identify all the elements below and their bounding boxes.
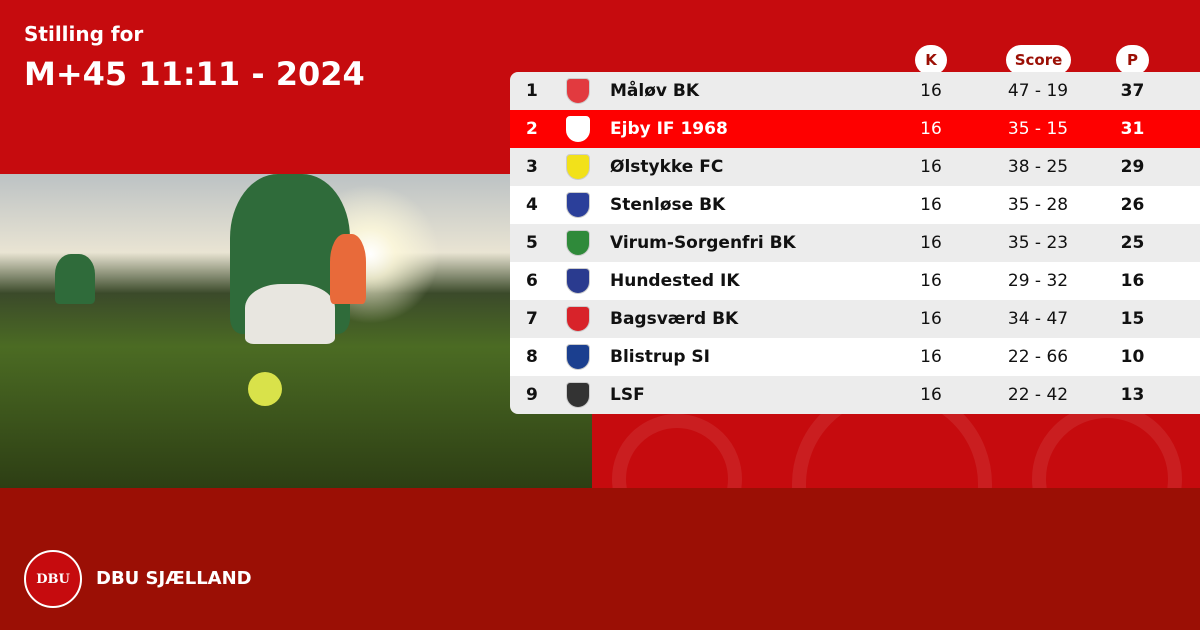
team-name: LSF: [610, 385, 645, 405]
points: 15: [1120, 309, 1145, 329]
standings-table: 1 Måløv BK 16 47 - 19 37 2 Ejby IF 1968 1…: [510, 72, 1200, 414]
goal-score: 29 - 32: [1007, 271, 1069, 291]
matches-played: 16: [920, 119, 942, 139]
points: 31: [1120, 119, 1145, 139]
goal-score: 22 - 66: [1007, 347, 1069, 367]
table-row[interactable]: 8 Blistrup SI 16 22 - 66 10: [510, 338, 1200, 376]
team-name: Virum-Sorgenfri BK: [610, 233, 796, 253]
club-logo-icon: [566, 78, 590, 104]
goal-score: 47 - 19: [1007, 81, 1069, 101]
club-logo-icon: [566, 344, 590, 370]
table-row[interactable]: 5 Virum-Sorgenfri BK 16 35 - 23 25: [510, 224, 1200, 262]
team-name: Bagsværd BK: [610, 309, 739, 329]
football-photo: [0, 174, 592, 488]
position: 5: [526, 233, 538, 253]
watermark: [592, 414, 1200, 488]
goal-score: 34 - 47: [1007, 309, 1069, 329]
goal-score: 22 - 42: [1007, 385, 1069, 405]
goal-score: 35 - 23: [1007, 233, 1069, 253]
club-logo-icon: [566, 268, 590, 294]
table-row[interactable]: 1 Måløv BK 16 47 - 19 37: [510, 72, 1200, 110]
matches-played: 16: [920, 385, 942, 405]
matches-played: 16: [920, 347, 942, 367]
club-logo-icon: [566, 154, 590, 180]
page-title: M+45 11:11 - 2024: [24, 55, 365, 93]
points: 10: [1120, 347, 1145, 367]
table-row[interactable]: 9 LSF 16 22 - 42 13: [510, 376, 1200, 414]
position: 3: [526, 157, 538, 177]
team-name: Ølstykke FC: [610, 157, 724, 177]
matches-played: 16: [920, 271, 942, 291]
matches-played: 16: [920, 195, 942, 215]
table-row[interactable]: 3 Ølstykke FC 16 38 - 25 29: [510, 148, 1200, 186]
position: 2: [526, 119, 538, 139]
footer-background: [0, 488, 1200, 630]
position: 4: [526, 195, 538, 215]
matches-played: 16: [920, 81, 942, 101]
table-row[interactable]: 4 Stenløse BK 16 35 - 28 26: [510, 186, 1200, 224]
goal-score: 38 - 25: [1007, 157, 1069, 177]
position: 6: [526, 271, 538, 291]
column-header-score: Score: [1006, 45, 1071, 75]
points: 16: [1120, 271, 1145, 291]
table-row[interactable]: 2 Ejby IF 1968 16 35 - 15 31: [510, 110, 1200, 148]
position: 1: [526, 81, 538, 101]
points: 26: [1120, 195, 1145, 215]
position: 7: [526, 309, 538, 329]
points: 37: [1120, 81, 1145, 101]
matches-played: 16: [920, 309, 942, 329]
team-name: Hundested IK: [610, 271, 740, 291]
team-name: Ejby IF 1968: [610, 119, 728, 139]
matches-played: 16: [920, 233, 942, 253]
team-name: Stenløse BK: [610, 195, 726, 215]
goal-score: 35 - 15: [1007, 119, 1069, 139]
dbu-logo: DBU: [24, 550, 82, 608]
points: 25: [1120, 233, 1145, 253]
club-logo-icon: [566, 192, 590, 218]
club-logo-icon: [566, 230, 590, 256]
brand-name: DBU SJÆLLAND: [96, 568, 252, 589]
points: 13: [1120, 385, 1145, 405]
column-header-p: P: [1116, 45, 1149, 75]
club-logo-icon: [566, 306, 590, 332]
table-row[interactable]: 7 Bagsværd BK 16 34 - 47 15: [510, 300, 1200, 338]
table-row[interactable]: 6 Hundested IK 16 29 - 32 16: [510, 262, 1200, 300]
goal-score: 35 - 28: [1007, 195, 1069, 215]
club-logo-icon: [566, 116, 590, 142]
team-name: Blistrup SI: [610, 347, 710, 367]
points: 29: [1120, 157, 1145, 177]
team-name: Måløv BK: [610, 81, 700, 101]
position: 9: [526, 385, 538, 405]
matches-played: 16: [920, 157, 942, 177]
column-header-k: K: [915, 45, 947, 75]
subtitle: Stilling for: [24, 22, 144, 46]
club-logo-icon: [566, 382, 590, 408]
position: 8: [526, 347, 538, 367]
